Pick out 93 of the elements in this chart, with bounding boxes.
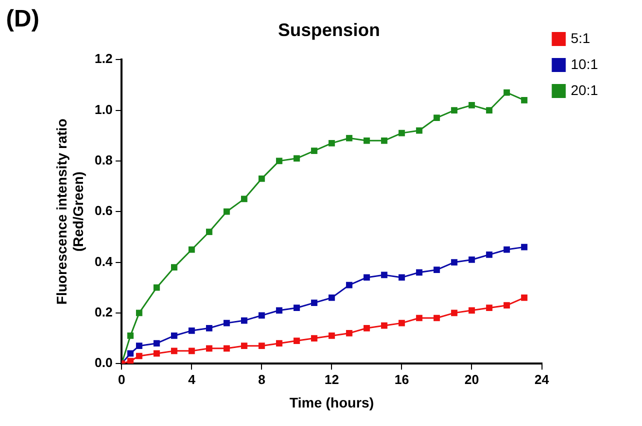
- x-tick-label: 12: [324, 372, 339, 387]
- point: [398, 130, 405, 136]
- point: [188, 348, 195, 354]
- point: [224, 208, 230, 215]
- point: [153, 350, 160, 357]
- x-tick-label: 0: [118, 372, 126, 387]
- point: [451, 107, 458, 114]
- point: [136, 310, 142, 316]
- point: [364, 324, 370, 332]
- point: [364, 137, 370, 144]
- point: [416, 314, 422, 322]
- x-tick-label: 8: [258, 372, 266, 387]
- x-tick-label: 20: [464, 372, 479, 387]
- point: [468, 256, 475, 263]
- point: [346, 282, 352, 288]
- point: [153, 340, 160, 347]
- point: [381, 272, 388, 278]
- x-tick-label: 24: [534, 372, 550, 387]
- point: [276, 340, 282, 347]
- y-tick-label: 0.2: [94, 304, 113, 320]
- point: [328, 332, 335, 339]
- point: [486, 304, 492, 312]
- point: [127, 350, 134, 357]
- point: [188, 327, 195, 334]
- point: [364, 274, 370, 281]
- point: [416, 127, 422, 134]
- point: [434, 266, 440, 274]
- point: [504, 246, 510, 253]
- point: [311, 335, 318, 342]
- y-tick-label: 0.0: [94, 355, 113, 370]
- point: [381, 322, 388, 329]
- point: [468, 307, 475, 314]
- point: [434, 314, 440, 322]
- y-tick-label: 1.2: [94, 51, 113, 66]
- point: [311, 148, 318, 154]
- point: [153, 284, 160, 291]
- legend-label: 20:1: [570, 82, 598, 98]
- point: [258, 342, 265, 350]
- point: [188, 246, 195, 253]
- point: [521, 244, 528, 250]
- point: [451, 259, 458, 266]
- y-tick-label: 1.0: [94, 102, 113, 117]
- point: [258, 312, 265, 319]
- legend-label: 10:1: [570, 56, 598, 72]
- point: [276, 307, 282, 314]
- point: [398, 320, 405, 326]
- chart-title: Suspension: [278, 20, 380, 40]
- point: [398, 274, 405, 281]
- point: [206, 324, 212, 332]
- point: [127, 332, 134, 339]
- point: [224, 320, 230, 326]
- y-tick-label: 0.8: [94, 152, 113, 168]
- point: [381, 137, 388, 144]
- point: [206, 345, 212, 352]
- point: [346, 330, 352, 336]
- point: [451, 310, 458, 316]
- point: [171, 348, 178, 354]
- x-tick-label: 16: [394, 372, 409, 387]
- point: [328, 294, 335, 301]
- x-axis-title: Time (hours): [289, 394, 374, 410]
- point: [434, 114, 440, 122]
- point: [258, 175, 265, 182]
- point: [241, 317, 248, 324]
- point: [521, 96, 528, 104]
- point: [136, 342, 142, 350]
- point: [294, 155, 300, 162]
- point: [521, 294, 528, 301]
- point: [294, 304, 300, 312]
- y-tick-label: 0.6: [94, 203, 113, 218]
- point: [504, 89, 510, 96]
- point: [486, 251, 492, 258]
- legend-label: 5:1: [570, 30, 590, 46]
- y-axis-title: Fluorescence intensity ratio (Red/Green): [53, 118, 86, 305]
- point: [276, 158, 282, 164]
- point: [171, 332, 178, 339]
- point: [486, 107, 492, 114]
- point: [127, 358, 134, 364]
- point: [346, 134, 352, 142]
- text: (D): [6, 6, 40, 33]
- point: [294, 338, 300, 344]
- point: [311, 300, 318, 306]
- point: [206, 228, 212, 236]
- point: [468, 102, 475, 108]
- y-tick-label: 0.4: [94, 254, 114, 269]
- point: [224, 345, 230, 352]
- point: [504, 302, 510, 309]
- point: [416, 269, 422, 276]
- point: [241, 342, 248, 350]
- point: [171, 264, 178, 271]
- x-tick-label: 4: [188, 372, 196, 387]
- point: [328, 140, 335, 146]
- point: [241, 196, 248, 202]
- point: [136, 352, 142, 360]
